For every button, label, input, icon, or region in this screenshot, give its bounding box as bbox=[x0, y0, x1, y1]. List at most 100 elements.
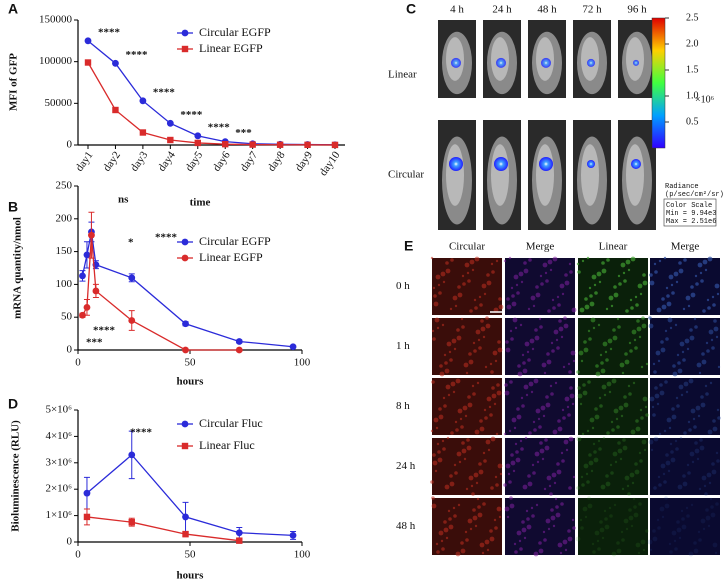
cell-speck bbox=[545, 279, 549, 283]
cell-speck bbox=[535, 503, 539, 507]
cell-speck bbox=[588, 286, 592, 290]
annotation: **** bbox=[93, 325, 116, 337]
time-label: 48 h bbox=[537, 4, 557, 16]
cell-speck bbox=[581, 432, 585, 436]
cell-speck bbox=[706, 349, 710, 353]
cell-speck bbox=[542, 530, 546, 534]
cell-speck bbox=[430, 256, 434, 260]
marker bbox=[235, 529, 243, 537]
cell-speck bbox=[642, 548, 646, 552]
cell-speck bbox=[533, 551, 539, 557]
cell-speck bbox=[527, 474, 531, 478]
marker bbox=[235, 338, 243, 345]
cell-speck bbox=[528, 381, 534, 387]
cell-speck bbox=[531, 514, 535, 518]
cell-speck bbox=[662, 472, 666, 476]
cell-speck bbox=[562, 416, 566, 420]
cell-speck bbox=[645, 413, 649, 417]
cell-speck bbox=[478, 469, 484, 475]
cell-speck bbox=[471, 384, 475, 388]
cell-speck bbox=[714, 551, 718, 555]
cell-speck bbox=[601, 384, 607, 390]
cell-speck bbox=[695, 282, 699, 286]
cell-speck bbox=[577, 393, 583, 399]
radiance-label: Radiance bbox=[665, 183, 699, 191]
cell-speck bbox=[464, 414, 468, 418]
cell-speck bbox=[603, 509, 607, 513]
cell-speck bbox=[565, 448, 569, 452]
marker bbox=[112, 106, 119, 114]
cell-speck bbox=[649, 280, 655, 286]
cell-speck bbox=[686, 463, 690, 467]
cell-speck bbox=[431, 503, 437, 509]
cell-speck bbox=[671, 530, 677, 536]
cell-speck bbox=[468, 359, 474, 365]
marker bbox=[83, 489, 91, 497]
cell-speck bbox=[694, 448, 700, 454]
cell-speck bbox=[519, 323, 523, 327]
marker bbox=[236, 537, 243, 544]
cell-speck bbox=[513, 426, 517, 430]
cell-speck bbox=[535, 292, 541, 298]
cell-speck bbox=[614, 460, 618, 464]
cell-speck bbox=[575, 536, 581, 542]
cell-speck bbox=[701, 475, 707, 481]
cell-speck bbox=[682, 358, 686, 362]
cell-speck bbox=[576, 486, 580, 490]
micrograph bbox=[505, 498, 575, 555]
cell-speck bbox=[439, 364, 443, 368]
cell-speck bbox=[589, 294, 593, 298]
cell-speck bbox=[491, 386, 495, 390]
cell-speck bbox=[563, 439, 569, 445]
cell-speck bbox=[568, 370, 572, 374]
cell-speck bbox=[435, 542, 439, 546]
cell-speck bbox=[552, 256, 558, 262]
cell-speck bbox=[552, 429, 558, 435]
cell-speck bbox=[485, 316, 489, 320]
cell-speck bbox=[485, 323, 491, 329]
cell-speck bbox=[654, 270, 658, 274]
cell-speck bbox=[546, 475, 552, 481]
cell-speck bbox=[668, 426, 672, 430]
cell-speck bbox=[683, 431, 687, 435]
colorbar-tick-label: 1.0 bbox=[686, 90, 699, 101]
x-tick-label: day5 bbox=[183, 149, 205, 174]
cell-speck bbox=[593, 450, 597, 454]
cell-speck bbox=[606, 381, 612, 387]
cell-speck bbox=[699, 438, 703, 442]
cell-speck bbox=[444, 368, 450, 374]
cell-speck bbox=[691, 460, 695, 464]
cell-speck bbox=[694, 325, 698, 329]
cell-speck bbox=[488, 405, 492, 409]
cell-speck bbox=[572, 475, 576, 479]
cell-speck bbox=[638, 502, 642, 506]
colorbar-tick-label: 2.0 bbox=[686, 38, 699, 49]
cell-speck bbox=[618, 405, 624, 411]
x-tick-label: day9 bbox=[293, 149, 315, 174]
cell-speck bbox=[452, 295, 458, 301]
cell-speck bbox=[593, 283, 597, 287]
cell-speck bbox=[525, 509, 529, 513]
cell-speck bbox=[713, 326, 719, 332]
marker bbox=[182, 513, 189, 521]
cell-speck bbox=[638, 335, 642, 339]
cell-speck bbox=[706, 472, 712, 478]
cell-speck bbox=[699, 271, 703, 275]
cell-speck bbox=[681, 350, 685, 354]
marker bbox=[128, 519, 135, 526]
cell-speck bbox=[510, 337, 514, 341]
marker bbox=[139, 129, 147, 136]
marker bbox=[128, 274, 136, 282]
cell-speck bbox=[687, 471, 691, 475]
cell-speck bbox=[448, 350, 452, 354]
cell-speck bbox=[486, 280, 492, 286]
panel-letter: B bbox=[8, 199, 18, 215]
marker bbox=[139, 97, 147, 105]
cell-speck bbox=[506, 297, 510, 301]
cell-speck bbox=[655, 350, 661, 356]
cell-speck bbox=[490, 486, 494, 490]
cell-speck bbox=[680, 393, 684, 397]
cell-speck bbox=[713, 319, 717, 323]
cell-speck bbox=[453, 347, 457, 351]
